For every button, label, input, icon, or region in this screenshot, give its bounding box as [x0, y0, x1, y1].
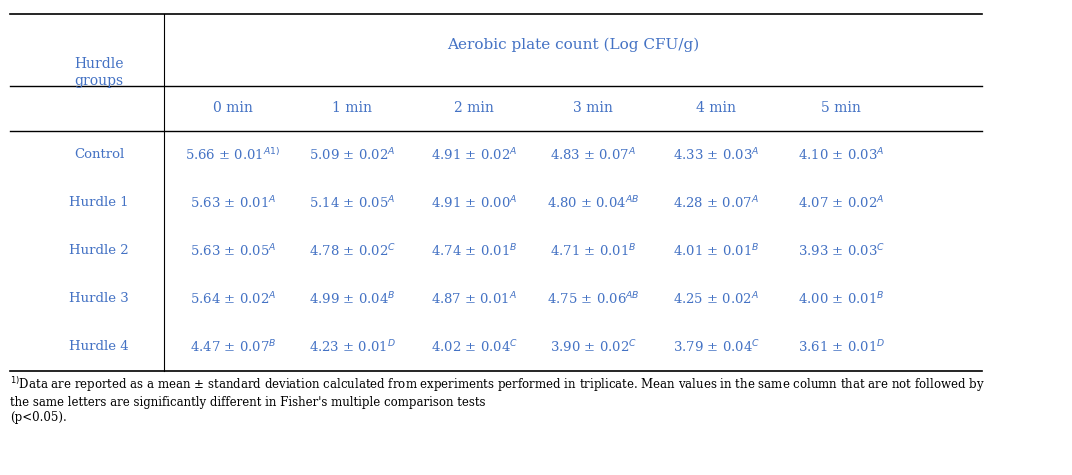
Text: 4.87 ± 0.01$^{A}$: 4.87 ± 0.01$^{A}$ — [431, 290, 517, 307]
Text: 5.63 ± 0.05$^{A}$: 5.63 ± 0.05$^{A}$ — [190, 242, 277, 259]
Text: 4.78 ± 0.02$^{C}$: 4.78 ± 0.02$^{C}$ — [309, 242, 396, 259]
Text: 4.83 ± 0.07$^{A}$: 4.83 ± 0.07$^{A}$ — [550, 146, 636, 163]
Text: 4.47 ± 0.07$^{B}$: 4.47 ± 0.07$^{B}$ — [190, 338, 277, 355]
Text: Hurdle 3: Hurdle 3 — [70, 292, 129, 305]
Text: 5.63 ± 0.01$^{A}$: 5.63 ± 0.01$^{A}$ — [190, 194, 277, 211]
Text: 3.90 ± 0.02$^{C}$: 3.90 ± 0.02$^{C}$ — [550, 338, 637, 355]
Text: 1 min: 1 min — [332, 101, 372, 115]
Text: 4.23 ± 0.01$^{D}$: 4.23 ± 0.01$^{D}$ — [309, 338, 396, 355]
Text: Hurdle 2: Hurdle 2 — [70, 244, 129, 257]
Text: 4.99 ± 0.04$^{B}$: 4.99 ± 0.04$^{B}$ — [309, 290, 396, 307]
Text: 4.07 ± 0.02$^{A}$: 4.07 ± 0.02$^{A}$ — [798, 194, 884, 211]
Text: 4.00 ± 0.01$^{B}$: 4.00 ± 0.01$^{B}$ — [798, 290, 884, 307]
Text: 0 min: 0 min — [213, 101, 253, 115]
Text: 4.02 ± 0.04$^{C}$: 4.02 ± 0.04$^{C}$ — [431, 338, 518, 355]
Text: Hurdle
groups: Hurdle groups — [74, 57, 124, 87]
Text: 3.79 ± 0.04$^{C}$: 3.79 ± 0.04$^{C}$ — [673, 338, 760, 355]
Text: 3.93 ± 0.03$^{C}$: 3.93 ± 0.03$^{C}$ — [798, 242, 884, 259]
Text: Aerobic plate count (Log CFU/g): Aerobic plate count (Log CFU/g) — [447, 38, 699, 52]
Text: 2 min: 2 min — [455, 101, 494, 115]
Text: 5.64 ± 0.02$^{A}$: 5.64 ± 0.02$^{A}$ — [190, 290, 277, 307]
Text: Hurdle 1: Hurdle 1 — [70, 196, 129, 209]
Text: Hurdle 4: Hurdle 4 — [70, 340, 129, 353]
Text: 4.74 ± 0.01$^{B}$: 4.74 ± 0.01$^{B}$ — [431, 242, 518, 259]
Text: Control: Control — [74, 148, 124, 161]
Text: 5.66 ± 0.01$^{A1)}$: 5.66 ± 0.01$^{A1)}$ — [185, 147, 281, 162]
Text: 4.10 ± 0.03$^{A}$: 4.10 ± 0.03$^{A}$ — [798, 146, 884, 163]
Text: 3 min: 3 min — [574, 101, 613, 115]
Text: 4.25 ± 0.02$^{A}$: 4.25 ± 0.02$^{A}$ — [673, 290, 759, 307]
Text: 5.14 ± 0.05$^{A}$: 5.14 ± 0.05$^{A}$ — [309, 194, 396, 211]
Text: 4.71 ± 0.01$^{B}$: 4.71 ± 0.01$^{B}$ — [550, 242, 637, 259]
Text: 4.91 ± 0.02$^{A}$: 4.91 ± 0.02$^{A}$ — [431, 146, 518, 163]
Text: 4.28 ± 0.07$^{A}$: 4.28 ± 0.07$^{A}$ — [673, 194, 759, 211]
Text: 5.09 ± 0.02$^{A}$: 5.09 ± 0.02$^{A}$ — [309, 146, 396, 163]
Text: 4.33 ± 0.03$^{A}$: 4.33 ± 0.03$^{A}$ — [673, 146, 759, 163]
Text: 4.75 ± 0.06$^{AB}$: 4.75 ± 0.06$^{AB}$ — [547, 290, 640, 307]
Text: 4 min: 4 min — [696, 101, 736, 115]
Text: 4.80 ± 0.04$^{AB}$: 4.80 ± 0.04$^{AB}$ — [547, 194, 639, 211]
Text: 4.91 ± 0.00$^{A}$: 4.91 ± 0.00$^{A}$ — [431, 194, 518, 211]
Text: 5 min: 5 min — [821, 101, 861, 115]
Text: 3.61 ± 0.01$^{D}$: 3.61 ± 0.01$^{D}$ — [798, 338, 884, 355]
Text: $^{1)}$Data are reported as a mean $\pm$ standard deviation calculated from expe: $^{1)}$Data are reported as a mean $\pm$… — [10, 375, 985, 424]
Text: 4.01 ± 0.01$^{B}$: 4.01 ± 0.01$^{B}$ — [673, 242, 759, 259]
